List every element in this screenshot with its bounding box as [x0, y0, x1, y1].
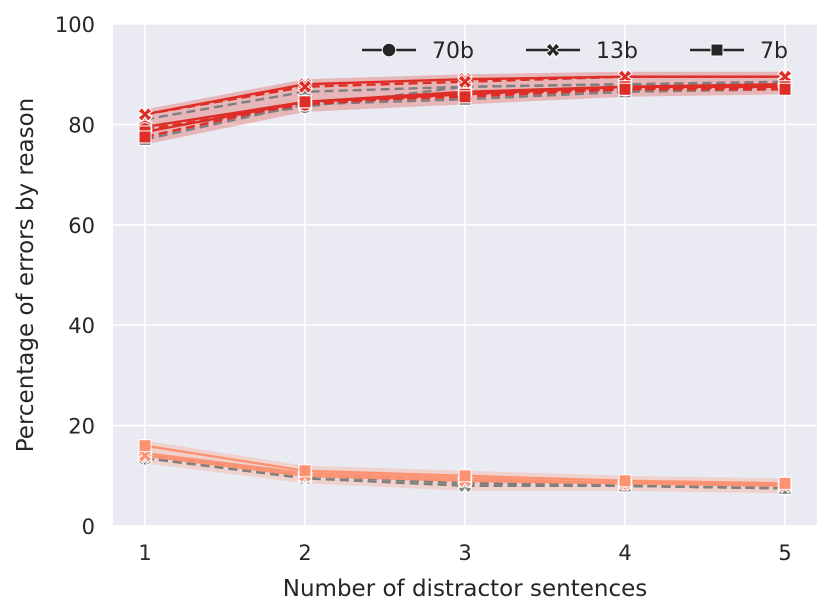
x-tick-label: 1 [138, 541, 151, 565]
series-line [144, 452, 786, 490]
y-tick-label: 0 [82, 515, 95, 539]
legend-label: 13b [596, 39, 638, 64]
legend: 70b 13b 7b [362, 39, 788, 64]
data-point [618, 474, 632, 488]
data-point [138, 130, 152, 144]
data-point [617, 68, 633, 85]
y-tick-label: 40 [68, 314, 95, 338]
series-markers [137, 68, 793, 497]
x-tick-labels: 1 2 3 4 5 [138, 541, 791, 565]
data-point [298, 464, 312, 478]
y-tick-label: 80 [68, 113, 95, 137]
legend-label: 7b [760, 39, 788, 64]
data-point [618, 82, 632, 96]
data-point [297, 79, 313, 95]
grid [113, 23, 817, 527]
legend-item: 13b [526, 39, 638, 64]
data-point [137, 447, 153, 464]
x-tick-label: 2 [298, 541, 311, 565]
data-point [381, 42, 397, 58]
data-point [458, 90, 472, 104]
x-axis-label: Number of distractor sentences [283, 576, 647, 602]
legend-item: 7b [690, 39, 788, 64]
y-axis-label: Percentage of errors by reason [13, 98, 39, 453]
legend-item: 70b [362, 39, 474, 64]
legend-label: 70b [432, 39, 474, 64]
y-tick-labels: 0 20 40 60 80 100 [55, 13, 95, 539]
y-tick-label: 60 [68, 214, 95, 238]
data-point [777, 68, 793, 85]
data-point [298, 95, 312, 109]
data-point [137, 106, 153, 123]
y-tick-label: 20 [68, 415, 95, 439]
data-point [138, 439, 152, 453]
data-point [457, 73, 473, 90]
data-point [778, 82, 792, 96]
data-point [710, 43, 724, 57]
y-tick-label: 100 [55, 13, 95, 37]
data-point [545, 42, 561, 58]
data-point [778, 476, 792, 490]
data-point [458, 469, 472, 483]
x-tick-label: 5 [778, 541, 791, 565]
x-tick-label: 4 [618, 541, 631, 565]
x-tick-label: 3 [458, 541, 471, 565]
